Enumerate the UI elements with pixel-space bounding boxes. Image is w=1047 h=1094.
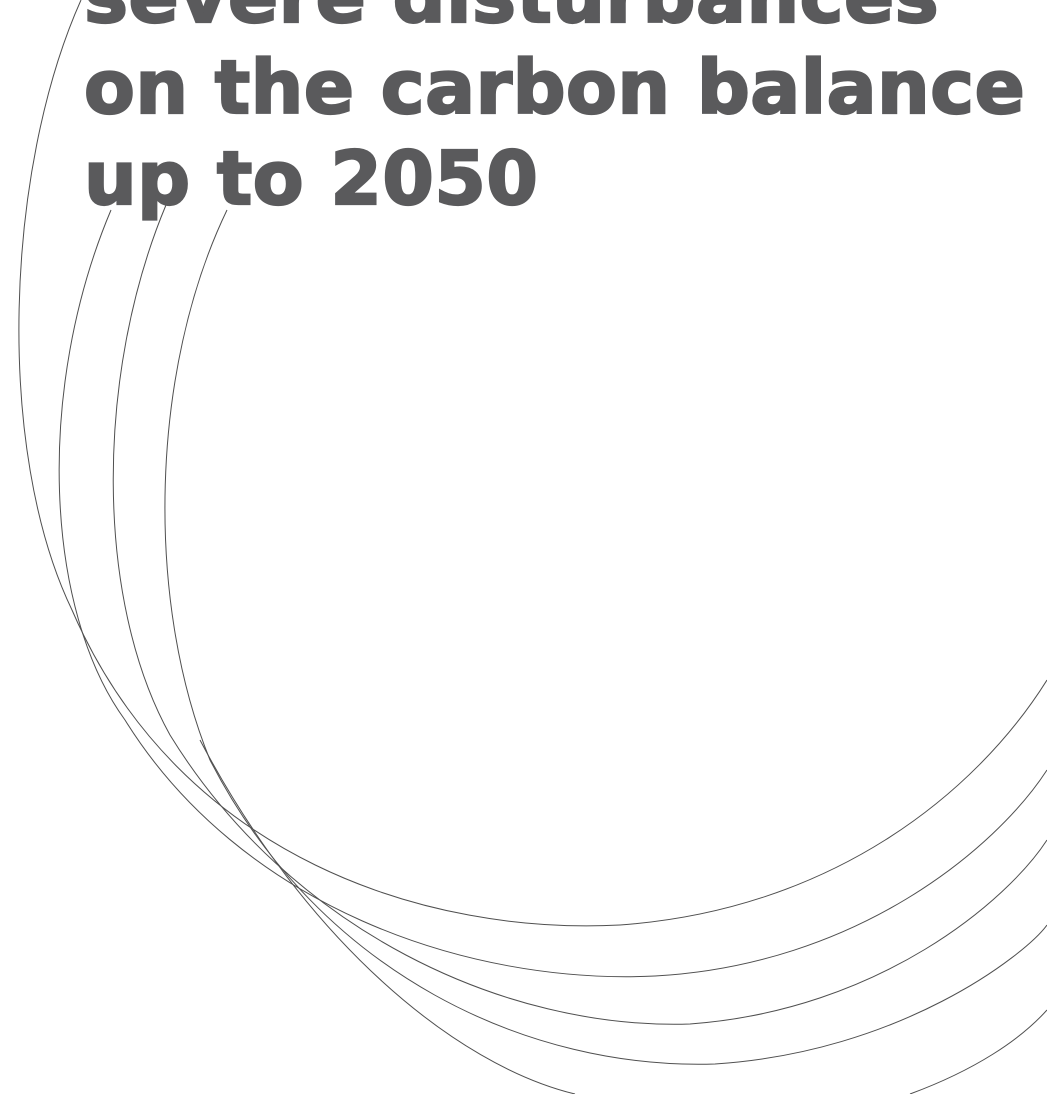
page-title: severe disturbances on the carbon balanc… bbox=[83, 0, 1026, 225]
decorative-arc-4 bbox=[164, 209, 1047, 1065]
decorative-arc-1 bbox=[18, 0, 1047, 927]
decorative-arc-6 bbox=[909, 1009, 1047, 1094]
decorative-arc-2 bbox=[58, 209, 1047, 978]
decorative-arc-3 bbox=[112, 204, 1047, 1025]
title-line-2: on the carbon balance bbox=[83, 44, 1026, 132]
title-line-1: severe disturbances bbox=[83, 0, 1025, 43]
title-line-3: up to 2050 bbox=[83, 135, 539, 223]
decorative-arc-5 bbox=[199, 739, 576, 1094]
